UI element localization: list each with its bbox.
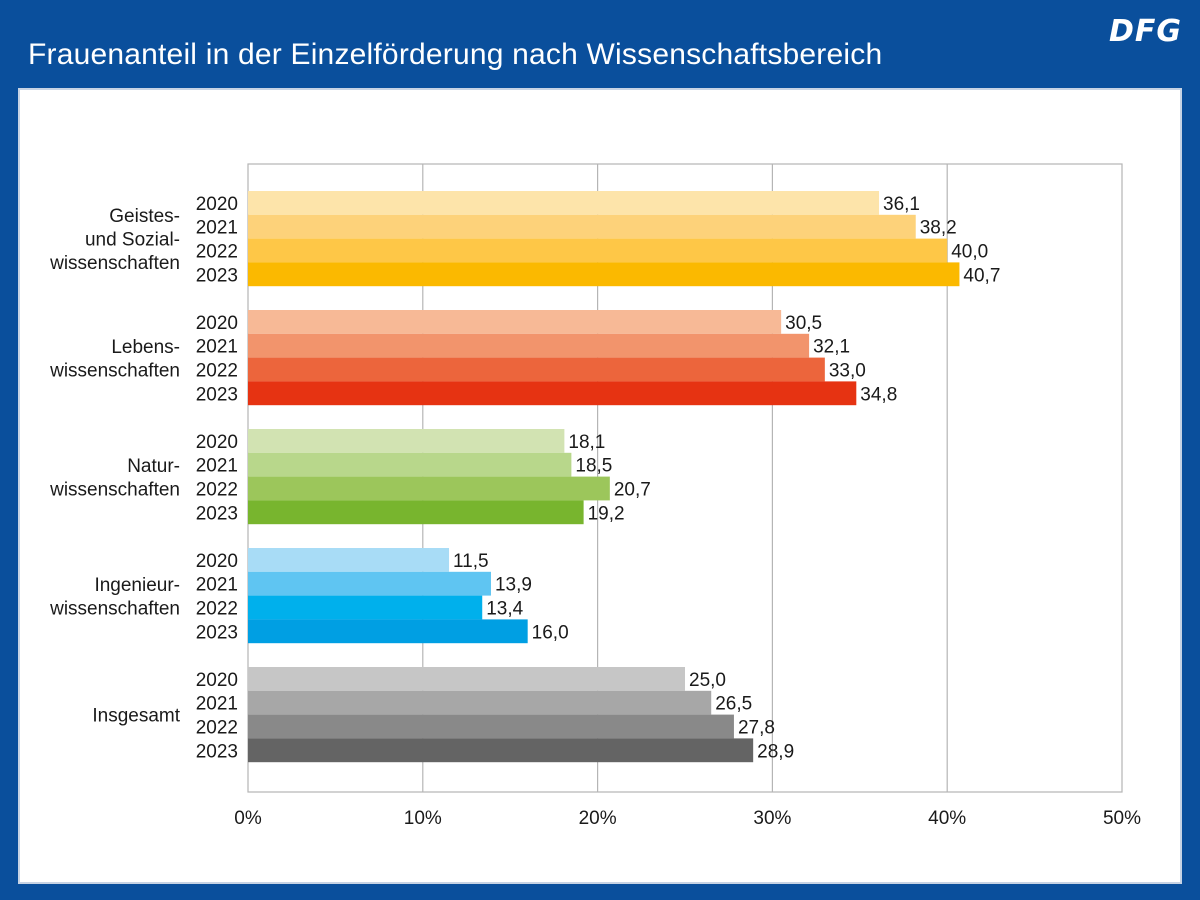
bar [248, 690, 712, 715]
value-label: 40,7 [963, 265, 1000, 286]
year-label: 2023 [196, 741, 238, 762]
year-label: 2023 [196, 384, 238, 405]
value-label: 25,0 [689, 670, 726, 691]
x-tick-label: 30% [753, 808, 791, 829]
year-label: 2021 [196, 575, 238, 596]
year-label: 2021 [196, 694, 238, 715]
value-label: 28,9 [757, 741, 794, 762]
year-label: 2022 [196, 599, 238, 620]
value-label: 32,1 [813, 337, 850, 358]
chart-title: Frauenanteil in der Einzelförderung nach… [28, 38, 883, 71]
category-label: wissenschaften [49, 360, 180, 381]
dfg-logo: DFG [1108, 14, 1182, 49]
bar [248, 548, 450, 572]
value-label: 40,0 [951, 242, 988, 263]
bar [248, 714, 734, 739]
category-label: Geistes- [109, 206, 180, 227]
value-label: 36,1 [883, 194, 920, 215]
chart-panel: 0% 10% 20% 30% 40% 50% 36,1 2020 38,2 2021 40,0 202… [18, 88, 1182, 884]
value-label: 18,1 [568, 432, 605, 453]
year-label: 2023 [196, 265, 238, 286]
year-label: 2023 [196, 503, 238, 524]
category-label: Natur- [127, 456, 180, 477]
year-label: 2020 [196, 432, 238, 453]
bar [248, 500, 584, 525]
bar [248, 476, 610, 501]
year-label: 2022 [196, 718, 238, 739]
category-label: Insgesamt [92, 706, 180, 727]
bar [248, 333, 810, 358]
year-label: 2020 [196, 670, 238, 691]
year-label: 2021 [196, 218, 238, 239]
category-label: wissenschaften [49, 598, 180, 619]
bar [248, 619, 528, 644]
value-label: 11,5 [453, 551, 489, 572]
x-tick-label: 40% [928, 808, 966, 829]
bar [248, 191, 880, 215]
x-tick-label: 10% [404, 808, 442, 829]
category-label: wissenschaften [49, 479, 180, 500]
year-label: 2022 [196, 361, 238, 382]
x-tick-label: 20% [579, 808, 617, 829]
year-label: 2020 [196, 194, 238, 215]
value-label: 13,9 [495, 575, 532, 596]
value-label: 30,5 [785, 313, 822, 334]
bar [248, 262, 960, 287]
year-label: 2020 [196, 551, 238, 572]
year-label: 2020 [196, 313, 238, 334]
bar [248, 238, 948, 263]
x-tick-label: 50% [1103, 808, 1141, 829]
bar [248, 452, 572, 477]
year-label: 2021 [196, 456, 238, 477]
bar [248, 667, 685, 691]
value-label: 27,8 [738, 718, 775, 739]
value-label: 18,5 [575, 456, 612, 477]
category-label: wissenschaften [49, 253, 180, 274]
bar [248, 429, 565, 453]
value-label: 38,2 [920, 218, 957, 239]
value-label: 34,8 [860, 384, 897, 405]
value-label: 19,2 [588, 503, 625, 524]
value-label: 33,0 [829, 361, 866, 382]
year-label: 2023 [196, 622, 238, 643]
category-label: Lebens- [111, 337, 180, 358]
year-label: 2022 [196, 242, 238, 263]
bar [248, 310, 782, 334]
value-label: 16,0 [532, 622, 569, 643]
bar [248, 357, 825, 382]
category-label: und Sozial- [85, 230, 180, 251]
bar [248, 214, 916, 239]
bar-chart: 0% 10% 20% 30% 40% 50% 36,1 2020 38,2 2021 40,0 202… [49, 163, 1141, 829]
category-label: Ingenieur- [94, 575, 180, 596]
year-label: 2021 [196, 337, 238, 358]
bar [248, 381, 857, 406]
year-label: 2022 [196, 480, 238, 501]
value-label: 26,5 [715, 694, 752, 715]
value-label: 20,7 [614, 480, 651, 501]
x-tick-label: 0% [234, 808, 262, 829]
bar [248, 738, 754, 763]
value-label: 13,4 [486, 599, 523, 620]
bar [248, 595, 483, 620]
bar [248, 571, 491, 596]
